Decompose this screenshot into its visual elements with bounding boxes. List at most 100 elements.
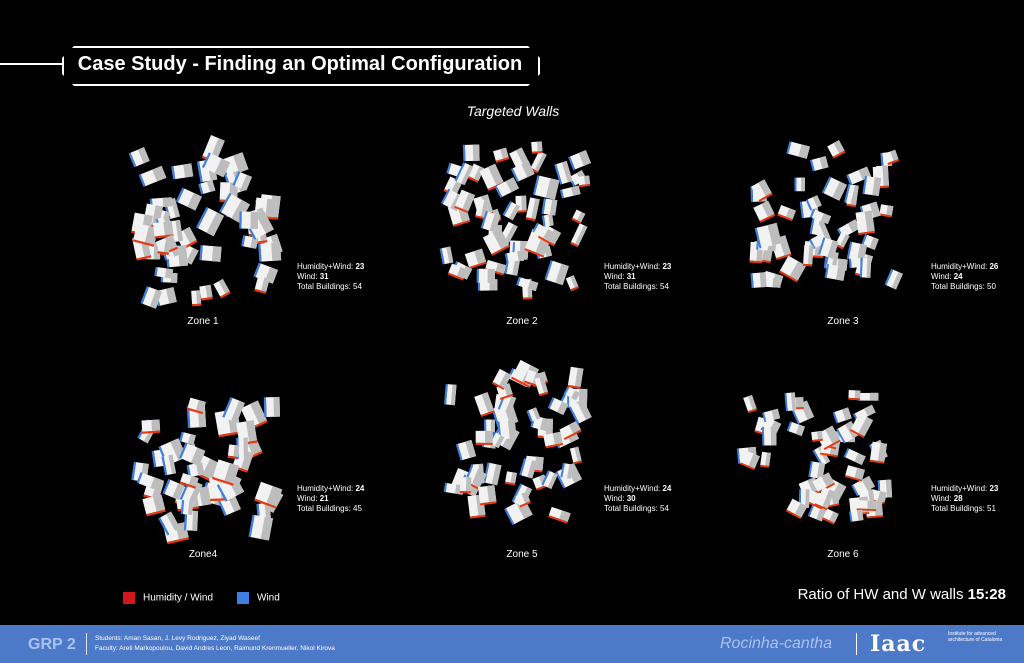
building [516,276,539,292]
zone-1-label: Zone 1 [187,316,219,327]
building [786,421,805,436]
building [762,408,781,423]
building [504,471,517,486]
building [827,140,846,159]
building [559,185,581,199]
building [141,419,161,434]
building [201,152,231,178]
building [455,439,477,461]
footer-divider [86,633,87,655]
zone-2-label: Zone 2 [506,316,538,327]
building [777,205,796,222]
building [794,177,806,192]
legend-w-label: Wind [257,592,280,604]
building [808,461,826,480]
building [258,242,282,262]
building [846,241,868,262]
building [464,248,487,270]
building [559,420,582,441]
zone-6-map [736,390,893,525]
building [567,366,584,389]
legend-wind: Wind [237,592,280,604]
footer-bar: GRP 2 Students: Aman Sasan, J. Levy Rodr… [0,625,1024,663]
building [855,210,875,236]
building [236,420,258,446]
building [802,244,814,267]
building [447,263,468,281]
project-name: Rocinha-cantha [720,635,833,652]
building [849,412,874,438]
building [179,472,199,489]
building [811,430,824,442]
section-subtitle: Targeted Walls [466,103,560,119]
ratio-label: Ratio of HW and W walls [797,586,964,603]
building [821,176,847,201]
zone-3-stats: Humidity+Wind: 26 Wind: 24 Total Buildin… [931,262,999,291]
ratio-value: 15:28 [967,586,1006,603]
zone-5-stats: Humidity+Wind: 24 Wind: 30 Total Buildin… [604,484,672,513]
building [809,156,829,172]
building [849,509,864,522]
building [480,210,501,233]
building [884,268,903,290]
building [548,506,571,524]
zone-1-map [128,135,283,309]
building [541,470,558,489]
building [199,284,213,301]
building [248,514,274,541]
building [478,485,497,506]
building [140,286,163,309]
building [525,197,540,222]
building [526,407,541,423]
building [474,392,495,417]
building [778,255,807,283]
legend-hw-label: Humidity / Wind [143,592,214,604]
zone-1-stats: Humidity+Wind: 23 Wind: 31 Total Buildin… [297,262,365,291]
building [570,223,588,248]
legend-hw-swatch [123,592,135,604]
building [816,425,841,451]
building [560,462,574,479]
building [543,431,564,449]
building [785,498,808,520]
building [544,260,569,286]
footer-divider-2 [856,633,857,655]
building [161,454,177,476]
building [236,437,249,460]
iaac-logo: Iaac [870,631,927,657]
building [263,396,281,418]
building [571,209,586,225]
zone-6-stats: Humidity+Wind: 23 Wind: 28 Total Buildin… [931,484,999,513]
building [565,275,580,292]
building [179,442,206,467]
building [152,220,174,239]
building [175,187,202,211]
building [239,211,259,229]
building [491,368,512,390]
building [762,426,777,446]
building [843,183,859,205]
building [532,222,556,242]
building [254,275,270,294]
zone-5-label: Zone 5 [506,549,538,560]
building [212,459,240,486]
students-line: Students: Aman Sasan, J. Levy Rodriguez,… [95,635,260,642]
building [493,147,510,163]
building [444,383,457,406]
building [138,165,167,187]
building [568,150,592,171]
building [213,278,231,299]
building [476,268,496,283]
building [154,266,174,279]
building [568,400,592,425]
building [494,177,520,198]
faculty-line: Faculty: Areti Markopoulou, David Andres… [95,645,335,652]
building [199,245,222,262]
building [504,249,528,263]
building [510,160,535,183]
building [577,175,591,188]
building [502,201,521,221]
building [805,195,822,211]
building [818,237,839,259]
zone-4-stats: Humidity+Wind: 24 Wind: 21 Total Buildin… [297,484,365,513]
